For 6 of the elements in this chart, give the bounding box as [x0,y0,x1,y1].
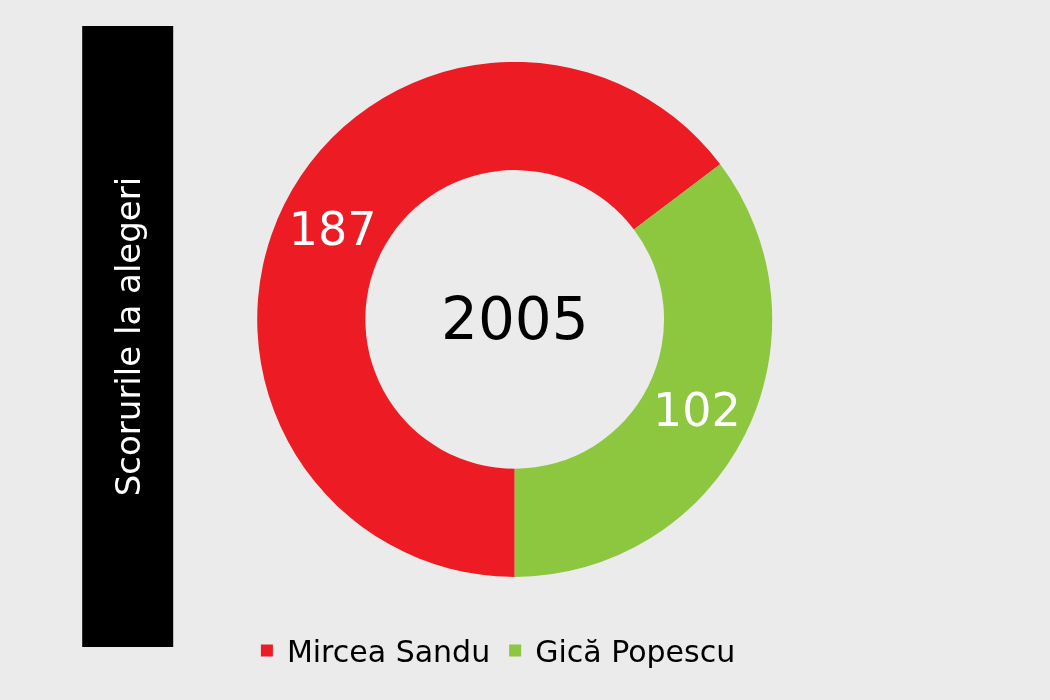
legend-label: Mircea Sandu [286,634,491,670]
text: Scorurile la alegeri [107,176,148,497]
data-label: 102 [652,383,741,438]
text: 2005 [441,285,589,353]
data-label: 187 [288,201,377,256]
legend-label: Gică Popescu [535,634,736,670]
